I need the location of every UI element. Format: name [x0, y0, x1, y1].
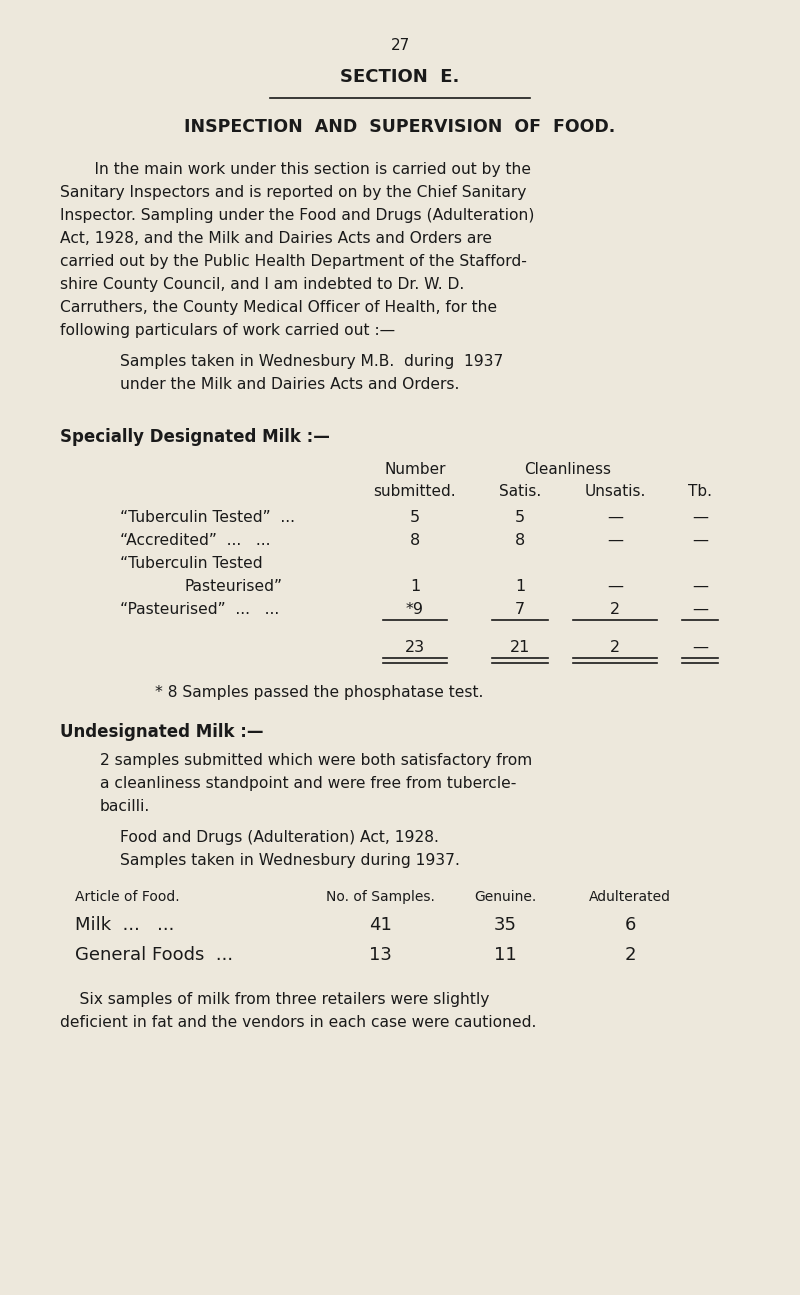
- Text: Tb.: Tb.: [688, 484, 712, 499]
- Text: shire County Council, and I am indebted to Dr. W. D.: shire County Council, and I am indebted …: [60, 277, 464, 291]
- Text: deficient in fat and the vendors in each case were cautioned.: deficient in fat and the vendors in each…: [60, 1015, 536, 1030]
- Text: 6: 6: [624, 916, 636, 934]
- Text: submitted.: submitted.: [374, 484, 456, 499]
- Text: —: —: [692, 640, 708, 655]
- Text: 2: 2: [610, 640, 620, 655]
- Text: *9: *9: [406, 602, 424, 616]
- Text: 8: 8: [410, 534, 420, 548]
- Text: “Tuberculin Tested”  ...: “Tuberculin Tested” ...: [120, 510, 295, 524]
- Text: 1: 1: [515, 579, 525, 594]
- Text: Milk  ...   ...: Milk ... ...: [75, 916, 174, 934]
- Text: under the Milk and Dairies Acts and Orders.: under the Milk and Dairies Acts and Orde…: [120, 377, 459, 392]
- Text: Cleanliness: Cleanliness: [524, 462, 611, 477]
- Text: Number: Number: [384, 462, 446, 477]
- Text: a cleanliness standpoint and were free from tubercle-: a cleanliness standpoint and were free f…: [100, 776, 516, 791]
- Text: Pasteurised”: Pasteurised”: [185, 579, 283, 594]
- Text: 23: 23: [405, 640, 425, 655]
- Text: “Pasteurised”  ...   ...: “Pasteurised” ... ...: [120, 602, 279, 616]
- Text: 5: 5: [410, 510, 420, 524]
- Text: Six samples of milk from three retailers were slightly: Six samples of milk from three retailers…: [60, 992, 490, 1008]
- Text: Unsatis.: Unsatis.: [584, 484, 646, 499]
- Text: Food and Drugs (Adulteration) Act, 1928.: Food and Drugs (Adulteration) Act, 1928.: [120, 830, 439, 846]
- Text: * 8 Samples passed the phosphatase test.: * 8 Samples passed the phosphatase test.: [155, 685, 483, 701]
- Text: —: —: [692, 602, 708, 616]
- Text: 35: 35: [494, 916, 517, 934]
- Text: —: —: [692, 579, 708, 594]
- Text: 8: 8: [515, 534, 525, 548]
- Text: 1: 1: [410, 579, 420, 594]
- Text: Adulterated: Adulterated: [589, 890, 671, 904]
- Text: INSPECTION  AND  SUPERVISION  OF  FOOD.: INSPECTION AND SUPERVISION OF FOOD.: [184, 118, 616, 136]
- Text: Genuine.: Genuine.: [474, 890, 536, 904]
- Text: 27: 27: [390, 38, 410, 53]
- Text: carried out by the Public Health Department of the Stafford-: carried out by the Public Health Departm…: [60, 254, 527, 269]
- Text: SECTION  E.: SECTION E.: [340, 69, 460, 85]
- Text: Inspector. Sampling under the Food and Drugs (Adulteration): Inspector. Sampling under the Food and D…: [60, 208, 534, 223]
- Text: “Tuberculin Tested: “Tuberculin Tested: [120, 556, 262, 571]
- Text: —: —: [692, 510, 708, 524]
- Text: 11: 11: [494, 947, 516, 963]
- Text: Act, 1928, and the Milk and Dairies Acts and Orders are: Act, 1928, and the Milk and Dairies Acts…: [60, 231, 492, 246]
- Text: 7: 7: [515, 602, 525, 616]
- Text: 21: 21: [510, 640, 530, 655]
- Text: Samples taken in Wednesbury during 1937.: Samples taken in Wednesbury during 1937.: [120, 853, 460, 868]
- Text: 13: 13: [369, 947, 391, 963]
- Text: 2: 2: [624, 947, 636, 963]
- Text: bacilli.: bacilli.: [100, 799, 150, 815]
- Text: Carruthers, the County Medical Officer of Health, for the: Carruthers, the County Medical Officer o…: [60, 300, 497, 315]
- Text: Undesignated Milk :—: Undesignated Milk :—: [60, 723, 263, 741]
- Text: —: —: [607, 510, 623, 524]
- Text: 2 samples submitted which were both satisfactory from: 2 samples submitted which were both sati…: [100, 752, 532, 768]
- Text: Specially Designated Milk :—: Specially Designated Milk :—: [60, 429, 330, 445]
- Text: Article of Food.: Article of Food.: [75, 890, 180, 904]
- Text: —: —: [607, 534, 623, 548]
- Text: following particulars of work carried out :—: following particulars of work carried ou…: [60, 322, 395, 338]
- Text: 5: 5: [515, 510, 525, 524]
- Text: —: —: [692, 534, 708, 548]
- Text: 2: 2: [610, 602, 620, 616]
- Text: In the main work under this section is carried out by the: In the main work under this section is c…: [75, 162, 531, 177]
- Text: “Accredited”  ...   ...: “Accredited” ... ...: [120, 534, 270, 548]
- Text: No. of Samples.: No. of Samples.: [326, 890, 434, 904]
- Text: 41: 41: [369, 916, 391, 934]
- Text: Samples taken in Wednesbury M.B.  during  1937: Samples taken in Wednesbury M.B. during …: [120, 354, 503, 369]
- Text: —: —: [607, 579, 623, 594]
- Text: General Foods  ...: General Foods ...: [75, 947, 233, 963]
- Text: Sanitary Inspectors and is reported on by the Chief Sanitary: Sanitary Inspectors and is reported on b…: [60, 185, 526, 199]
- Text: Satis.: Satis.: [499, 484, 541, 499]
